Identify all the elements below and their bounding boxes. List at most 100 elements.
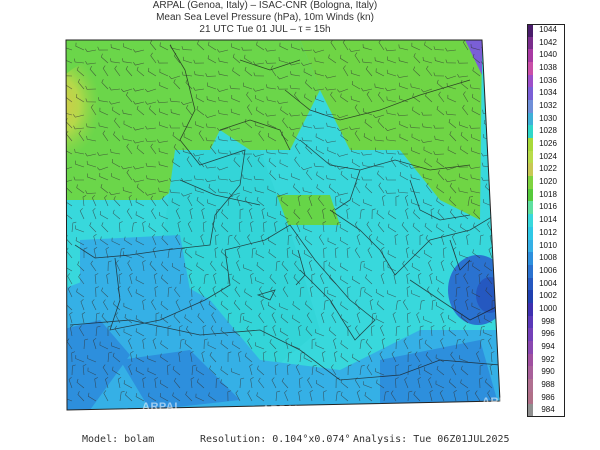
wind-barb [182, 148, 193, 155]
wind-barb [142, 260, 146, 272]
wind-barb [167, 248, 173, 259]
wind-barb [308, 259, 313, 272]
wind-barb [100, 184, 109, 194]
wind-barb [105, 247, 109, 259]
wind-barb [172, 132, 181, 142]
wind-barb [349, 48, 361, 52]
watermark-3: ARPAL [372, 404, 412, 416]
wind-barb [127, 260, 133, 272]
wind-barb [199, 299, 205, 311]
wind-barb [267, 301, 277, 311]
wind-barb [377, 118, 385, 129]
wind-barb [395, 364, 400, 376]
wind-barb [315, 341, 325, 350]
colorbar-swatch [527, 100, 533, 113]
wind-barb [133, 62, 145, 66]
colorbar-swatch [527, 239, 533, 253]
wind-barb [299, 351, 305, 363]
wind-barb [459, 251, 469, 259]
wind-barb [267, 236, 277, 246]
wind-barb [160, 300, 169, 311]
wind-barb [449, 208, 457, 220]
wind-barb [263, 325, 268, 337]
wind-barb [118, 273, 123, 285]
colorbar-swatch [527, 163, 533, 177]
wind-barb [293, 183, 301, 194]
wind-barb [247, 104, 253, 116]
wind-barb [406, 286, 411, 298]
wind-barb [79, 208, 85, 220]
wind-barb [173, 143, 181, 155]
wind-barb [232, 275, 241, 285]
wind-barb [417, 377, 421, 389]
wind-barb [407, 312, 411, 324]
wind-barb [307, 377, 313, 389]
wind-barb [217, 188, 229, 194]
wind-barb [220, 327, 229, 337]
wind-barb [318, 195, 325, 207]
wind-barb [365, 274, 373, 285]
wind-barb [218, 70, 229, 77]
wind-barb [267, 133, 277, 142]
wind-barb [76, 288, 85, 298]
wind-barb [147, 367, 157, 376]
wind-barb [485, 92, 493, 103]
wind-barb [430, 208, 435, 220]
wind-barb [377, 91, 385, 103]
wind-barb [160, 274, 169, 285]
wind-barb [123, 380, 133, 389]
wind-barb [106, 273, 110, 285]
wind-barb [328, 54, 337, 64]
wind-barb [474, 390, 481, 402]
wind-barb [429, 389, 433, 402]
wind-barb [241, 138, 253, 143]
header-line-3: 21 UTC Tue 01 JUL – τ = 15h [199, 24, 331, 35]
colorbar-swatch [527, 315, 533, 329]
wind-barb [211, 312, 217, 324]
wind-barb [487, 221, 493, 233]
wind-barb [170, 109, 181, 116]
wind-barb [323, 390, 327, 402]
wind-barb [330, 364, 337, 376]
wind-barb [85, 152, 97, 157]
wind-barb [124, 314, 133, 324]
wind-barb [279, 210, 289, 220]
wind-barb [419, 325, 424, 337]
wind-barb [409, 124, 421, 129]
wind-barb [187, 221, 193, 233]
wind-barb [193, 175, 205, 181]
wind-barb [425, 235, 433, 246]
wind-barb [161, 195, 169, 207]
wind-barb [75, 237, 85, 246]
wind-barb [359, 339, 365, 350]
wind-barb [244, 54, 253, 64]
wind-barb [374, 83, 385, 90]
wind-barb [442, 325, 446, 337]
wind-barb [159, 121, 169, 129]
wind-barb [425, 351, 433, 363]
wind-barb [425, 92, 433, 103]
wind-barb [318, 234, 325, 246]
wind-barb [463, 91, 469, 103]
wind-barb [213, 272, 217, 285]
wind-barb [277, 85, 289, 90]
wind-barb [422, 123, 433, 129]
colorbar-label: 1024 [539, 151, 557, 161]
wind-barb [471, 147, 481, 155]
wind-barb [218, 110, 229, 116]
wind-barb [260, 233, 265, 246]
wind-barb [182, 56, 193, 64]
wind-barb [209, 352, 217, 363]
wind-barb [146, 175, 157, 181]
wind-barb [232, 67, 241, 77]
wind-barb [250, 377, 254, 389]
wind-barb [303, 354, 313, 363]
colorbar-label: 1028 [539, 126, 557, 136]
wind-barb [103, 299, 109, 311]
wind-barb [142, 338, 146, 350]
wind-barb [466, 234, 470, 246]
wind-barb [233, 299, 241, 311]
wind-barb [340, 170, 349, 181]
wind-barb [320, 311, 325, 324]
wind-barb [433, 46, 445, 51]
